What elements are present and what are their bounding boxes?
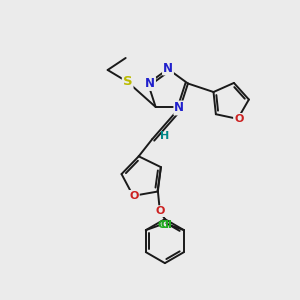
Text: S: S — [123, 76, 133, 88]
Text: Cl: Cl — [161, 220, 173, 230]
Text: O: O — [130, 191, 139, 201]
Text: O: O — [155, 206, 165, 216]
Text: N: N — [163, 61, 173, 74]
Text: N: N — [174, 101, 184, 115]
Text: H: H — [160, 131, 170, 141]
Text: Cl: Cl — [157, 220, 169, 230]
Text: O: O — [234, 114, 243, 124]
Text: N: N — [145, 77, 155, 90]
